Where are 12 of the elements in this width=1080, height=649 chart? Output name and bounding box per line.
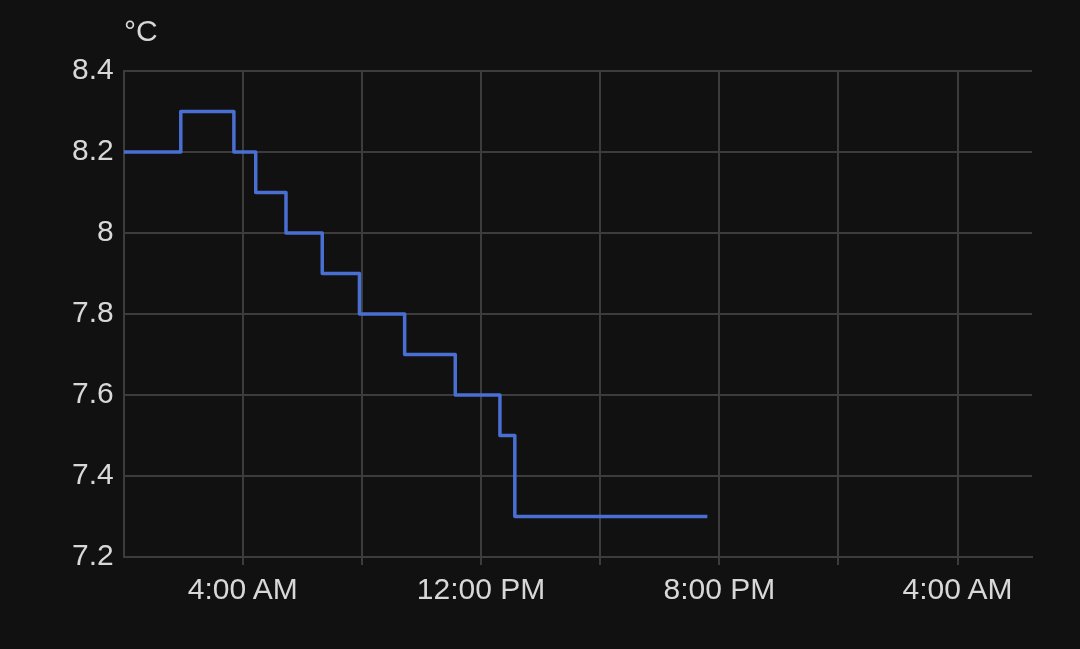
x-tick-label: 12:00 PM — [416, 572, 546, 606]
y-tick-label: 8.4 — [71, 52, 114, 86]
y-tick-label: 7.6 — [71, 376, 114, 410]
y-tick-label: 7.4 — [71, 457, 114, 491]
y-tick-label: 7.2 — [71, 538, 114, 572]
y-tick-label: 7.8 — [71, 295, 114, 329]
x-tick-label: 4:00 AM — [902, 572, 1013, 606]
y-tick-label: 8.2 — [71, 133, 114, 167]
x-tick-label: 4:00 AM — [187, 572, 298, 606]
y-axis-title: °C — [124, 14, 158, 48]
x-tick-label: 8:00 PM — [663, 572, 776, 606]
y-tick-label: 8 — [97, 214, 114, 248]
